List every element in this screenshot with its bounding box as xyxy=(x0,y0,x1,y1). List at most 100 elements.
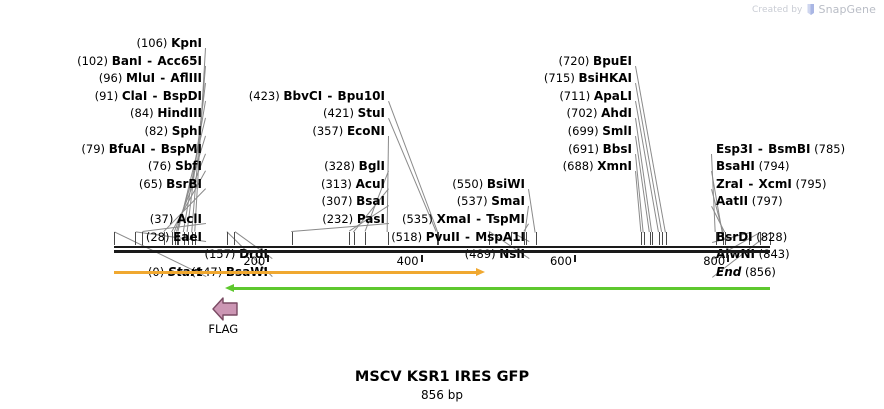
enzyme-site-label[interactable]: (357) EcoNI xyxy=(312,125,385,137)
green-feature-arrow[interactable] xyxy=(225,284,771,293)
enzyme-name: BfuAI xyxy=(108,141,146,156)
enzyme-site-label[interactable]: (91) ClaI - BspDI xyxy=(95,90,202,102)
enzyme-site-position: (702) xyxy=(566,106,598,121)
feature-arrow-head xyxy=(225,284,235,292)
enzyme-site-label[interactable]: (702) AhdI xyxy=(567,107,632,119)
enzyme-name: BspDI xyxy=(162,88,202,103)
enzyme-name: BsaI xyxy=(356,194,385,209)
enzyme-site-label[interactable]: (535) XmaI - TspMI xyxy=(402,213,525,225)
enzyme-site-label[interactable]: (65) BsrBI xyxy=(139,178,202,190)
enzyme-site-label[interactable]: (421) StuI xyxy=(323,107,385,119)
enzyme-site-label[interactable]: (720) BpuEI xyxy=(558,55,632,67)
enzyme-site-position: (794) xyxy=(758,159,790,174)
enzyme-name: MluI xyxy=(126,71,156,86)
enzyme-name: PvuII xyxy=(425,229,460,244)
enzyme-site-label[interactable]: (96) MluI - AflIII xyxy=(99,72,202,84)
enzyme-site-position: (307) xyxy=(321,194,353,209)
enzyme-name: XcmI xyxy=(758,176,792,191)
enzyme-site-label[interactable]: (76) SbfI xyxy=(148,160,202,172)
enzyme-site-position: (232) xyxy=(322,212,354,226)
feature-arrow-head xyxy=(475,268,485,276)
enzyme-site-label[interactable]: (711) ApaLI xyxy=(559,90,632,102)
enzyme-site-label[interactable]: (37) AclI xyxy=(150,213,202,225)
restriction-site-tick xyxy=(353,232,355,245)
enzyme-site-label[interactable]: Esp3I - BsmBI (785) xyxy=(716,143,845,155)
enzyme-site-label[interactable]: (537) SmaI xyxy=(457,195,525,207)
backbone-lower-line xyxy=(114,250,771,253)
enzyme-site-position: (423) xyxy=(248,88,280,103)
enzyme-name: SphI xyxy=(171,124,202,138)
enzyme-name: AcuI xyxy=(355,176,385,191)
flag-feature-label: FLAG xyxy=(208,322,239,336)
enzyme-name: AclI xyxy=(177,212,202,226)
enzyme-site-label[interactable]: (328) BglI xyxy=(324,160,385,172)
enzyme-site-position: (84) xyxy=(130,106,154,121)
enzyme-name: BbsI xyxy=(602,141,632,156)
enzyme-site-position: (313) xyxy=(320,176,352,191)
enzyme-site-label[interactable]: (84) HindIII xyxy=(130,107,202,119)
enzyme-name: BsrBI xyxy=(166,176,202,191)
enzyme-site-label[interactable]: BsrDI (828) xyxy=(716,231,787,243)
restriction-site-tick xyxy=(715,232,717,245)
feature-arrow-shaft xyxy=(114,271,476,274)
enzyme-name: AatII xyxy=(716,194,749,209)
enzyme-name: End xyxy=(716,264,742,279)
enzyme-name: KpnI xyxy=(171,36,202,50)
enzyme-name: EaeI xyxy=(173,229,202,244)
restriction-site-tick xyxy=(748,232,750,245)
enzyme-site-label[interactable]: (688) XmnI xyxy=(563,160,632,172)
enzyme-name: StuI xyxy=(357,106,385,121)
enzyme-site-label[interactable]: (313) AcuI xyxy=(321,178,385,190)
ruler-tick-mark xyxy=(727,255,730,262)
restriction-site-tick xyxy=(770,232,772,245)
orange-feature-arrow[interactable] xyxy=(114,268,485,277)
enzyme-site-position: (421) xyxy=(323,106,354,121)
enzyme-name: HindIII xyxy=(157,106,202,121)
enzyme-name: SbfI xyxy=(175,159,202,174)
enzyme-name: ClaI xyxy=(121,88,148,103)
enzyme-site-label[interactable]: AatII (797) xyxy=(716,195,783,207)
restriction-site-tick xyxy=(234,232,236,245)
enzyme-site-position: (328) xyxy=(324,159,356,174)
enzyme-name: Acc65I xyxy=(157,53,202,68)
enzyme-site-position: (65) xyxy=(138,176,163,191)
restriction-site-tick xyxy=(658,232,660,245)
label-leader-line xyxy=(528,188,536,233)
enzyme-site-label[interactable]: (518) PvuII - MspA1I xyxy=(391,231,525,243)
enzyme-site-label[interactable]: (79) BfuAI - BspMI xyxy=(81,143,202,155)
enzyme-name-separator: - xyxy=(323,88,337,103)
restriction-site-tick xyxy=(488,232,490,245)
enzyme-site-label[interactable]: (102) BanI - Acc65I xyxy=(77,55,202,67)
restriction-site-tick xyxy=(135,232,137,245)
enzyme-name: Esp3I xyxy=(716,141,753,156)
feature-arrow-shaft xyxy=(234,287,771,290)
enzyme-site-label[interactable]: BsaHI (794) xyxy=(716,160,790,172)
flag-feature-arrow[interactable] xyxy=(212,296,240,322)
enzyme-site-label[interactable]: ZraI - XcmI (795) xyxy=(716,178,826,190)
restriction-site-tick xyxy=(183,232,185,245)
restriction-site-tick xyxy=(187,232,189,245)
restriction-site-tick xyxy=(195,232,197,245)
restriction-site-tick xyxy=(722,232,724,245)
enzyme-site-label[interactable]: (550) BsiWI xyxy=(452,178,525,190)
enzyme-site-label[interactable]: (691) BbsI xyxy=(568,143,632,155)
enzyme-site-position: (797) xyxy=(751,194,783,209)
restriction-site-tick xyxy=(649,232,651,245)
enzyme-site-position: (699) xyxy=(567,124,599,138)
enzyme-site-label[interactable]: (232) PasI xyxy=(322,213,385,225)
enzyme-site-label[interactable]: (699) SmlI xyxy=(568,125,632,137)
enzyme-site-label[interactable]: (715) BsiHKAI xyxy=(544,72,632,84)
enzyme-name-separator: - xyxy=(744,176,758,191)
enzyme-name: PasI xyxy=(356,212,385,226)
enzyme-site-label[interactable]: (423) BbvCI - Bpu10I xyxy=(249,90,385,102)
enzyme-site-label[interactable]: (307) BsaI xyxy=(322,195,385,207)
enzyme-site-label[interactable]: (28) EaeI xyxy=(146,231,202,243)
restriction-site-tick xyxy=(291,232,293,245)
ruler-tick-label: 200 xyxy=(243,254,266,268)
enzyme-name: BbvCI xyxy=(283,88,323,103)
restriction-site-tick xyxy=(723,232,725,245)
enzyme-site-label[interactable]: (82) SphI xyxy=(144,125,202,137)
enzyme-site-label[interactable]: End (856) xyxy=(716,266,776,278)
enzyme-site-label[interactable]: (106) KpnI xyxy=(137,37,203,49)
restriction-site-tick xyxy=(178,232,180,245)
